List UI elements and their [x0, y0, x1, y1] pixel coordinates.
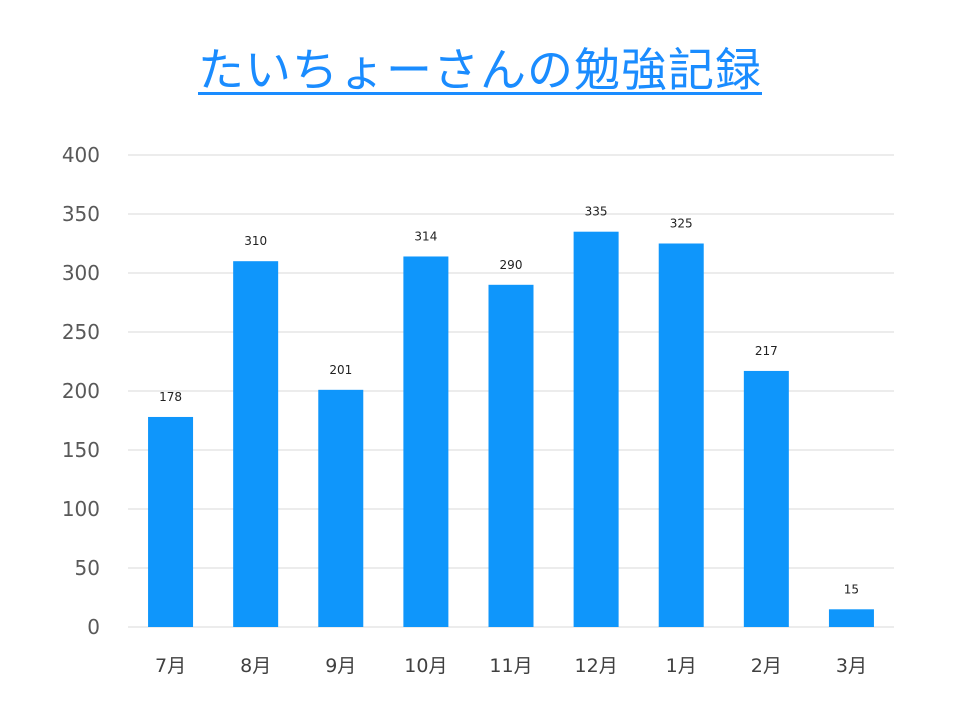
y-tick-label: 350	[62, 202, 100, 226]
data-label: 310	[244, 234, 267, 248]
y-tick-label: 100	[62, 497, 100, 521]
data-label: 178	[159, 390, 182, 404]
data-label: 217	[755, 344, 778, 358]
y-axis-ticks: 0 50 100 150 200 250 300 350 400	[62, 143, 100, 639]
x-tick-label: 7月	[155, 655, 186, 677]
y-tick-label: 150	[62, 438, 100, 462]
bar	[743, 370, 789, 627]
data-label: 290	[500, 258, 523, 272]
y-tick-label: 0	[87, 615, 100, 639]
bar	[318, 389, 364, 627]
bar	[658, 243, 704, 627]
x-tick-label: 11月	[489, 655, 532, 677]
bar	[828, 609, 874, 627]
bar	[488, 284, 534, 627]
data-label: 15	[844, 582, 859, 596]
bar	[148, 416, 194, 627]
bar	[233, 261, 279, 627]
y-tick-label: 300	[62, 261, 100, 285]
bars	[148, 231, 874, 627]
data-label: 201	[329, 363, 352, 377]
x-tick-label: 8月	[240, 655, 271, 677]
y-tick-label: 50	[75, 556, 100, 580]
y-tick-label: 400	[62, 143, 100, 167]
page-title: たいちょーさんの勉強記録	[198, 43, 762, 97]
x-tick-label: 3月	[836, 655, 867, 677]
data-label: 325	[670, 217, 693, 231]
x-tick-label: 9月	[325, 655, 356, 677]
data-label: 314	[414, 229, 437, 243]
x-tick-label: 1月	[666, 655, 697, 677]
x-tick-label: 2月	[751, 655, 782, 677]
data-labels: 178 310 201 314 290 335 325 217 15	[159, 205, 859, 597]
bar	[403, 256, 449, 627]
y-tick-label: 250	[62, 320, 100, 344]
x-axis-ticks: 7月 8月 9月 10月 11月 12月 1月 2月 3月	[155, 655, 867, 677]
y-tick-label: 200	[62, 379, 100, 403]
bar	[573, 231, 619, 627]
x-tick-label: 12月	[575, 655, 618, 677]
x-tick-label: 10月	[404, 655, 447, 677]
data-label: 335	[585, 205, 608, 219]
